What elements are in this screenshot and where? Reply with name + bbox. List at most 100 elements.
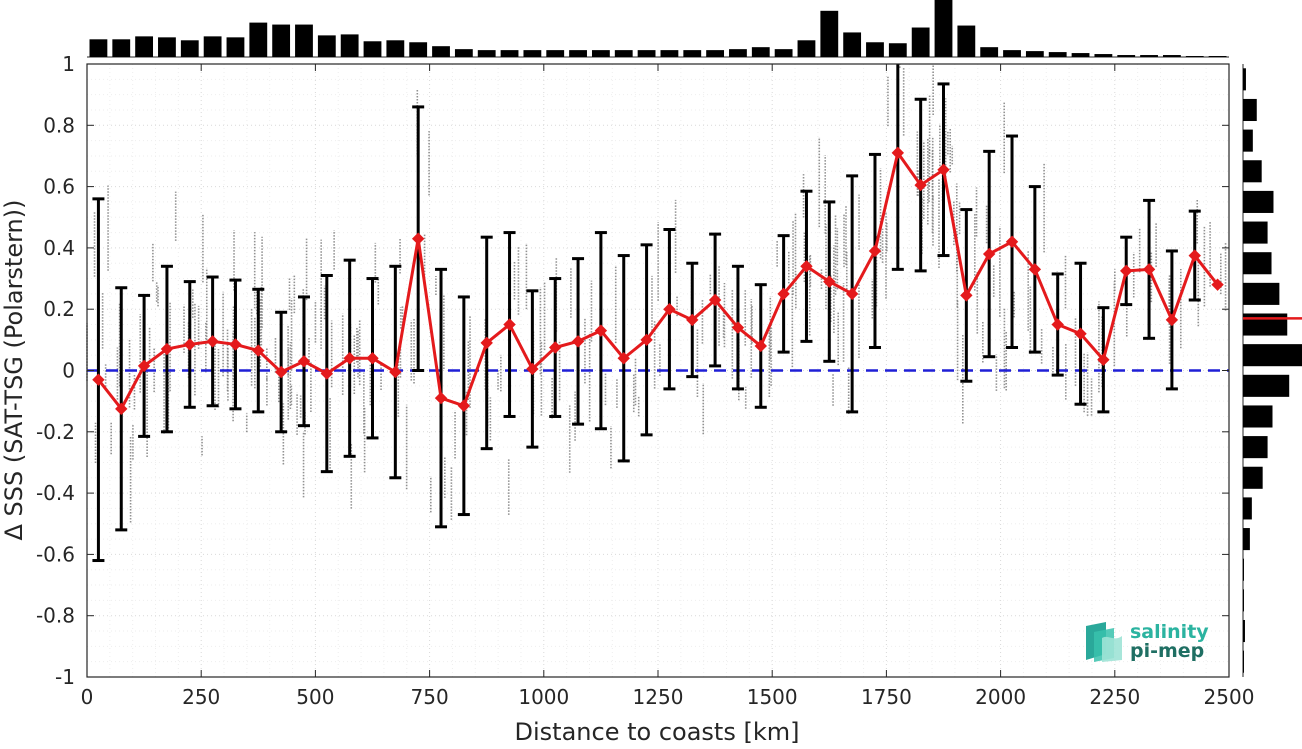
y-tick-label: 0 xyxy=(62,359,75,383)
x-tick-label: 2500 xyxy=(1204,685,1255,709)
top-histogram-bar xyxy=(888,43,907,57)
top-histogram-bar xyxy=(797,40,816,57)
top-histogram-bar xyxy=(409,42,428,57)
mean-point xyxy=(754,339,767,353)
mean-point xyxy=(320,367,334,380)
top-histogram-bar xyxy=(591,50,610,57)
mean-point xyxy=(434,391,448,405)
mean-point xyxy=(183,338,196,351)
mean-point xyxy=(1211,278,1224,291)
top-histogram xyxy=(87,0,1229,58)
x-tick-label: 1750 xyxy=(861,685,912,709)
top-histogram-bar xyxy=(135,36,154,57)
top-histogram-bar xyxy=(249,22,268,58)
top-histogram-bar xyxy=(637,50,656,57)
mean-point xyxy=(252,344,265,357)
mean-point xyxy=(1074,327,1087,340)
top-histogram-bar xyxy=(477,50,496,57)
mean-point xyxy=(137,359,151,373)
right-histogram-bar xyxy=(1243,558,1244,581)
top-histogram-bar xyxy=(957,25,976,57)
top-histogram-bar xyxy=(751,47,770,57)
y-tick-label: -0.8 xyxy=(36,604,75,628)
mean-point xyxy=(274,365,288,379)
mean-points xyxy=(92,146,1224,416)
right-histogram-bar xyxy=(1243,221,1268,244)
mean-point xyxy=(617,352,630,365)
top-histogram-bar xyxy=(203,36,222,57)
x-tick-label: 2000 xyxy=(975,685,1026,709)
y-tick-label: -1 xyxy=(55,665,75,689)
mean-point xyxy=(663,302,676,316)
mean-point xyxy=(914,178,927,192)
mean-point xyxy=(594,324,608,337)
mean-point xyxy=(800,260,813,273)
y-tick-label: 0.4 xyxy=(43,236,75,260)
y-axis-title: Δ SSS (SAT-TSG (Polarstern)) xyxy=(0,200,28,541)
top-histogram-bar xyxy=(1048,52,1067,57)
x-tick-label: 250 xyxy=(182,685,220,709)
mean-point xyxy=(937,163,950,176)
top-histogram-bar xyxy=(1003,50,1021,57)
top-histogram-bar xyxy=(569,50,587,57)
top-histogram-bar xyxy=(432,46,450,57)
mean-point xyxy=(1097,353,1110,366)
mean-point xyxy=(457,399,471,412)
mean-point xyxy=(708,293,722,307)
mean-point xyxy=(571,335,585,348)
top-histogram-bar xyxy=(706,50,725,57)
x-tick-label: 750 xyxy=(411,685,449,709)
top-histogram-bar xyxy=(317,35,336,57)
top-histogram-bar xyxy=(934,0,953,57)
top-histogram-bar xyxy=(180,40,199,57)
right-histogram-bar xyxy=(1243,313,1288,336)
top-histogram-bar xyxy=(363,41,382,57)
right-histogram-bar xyxy=(1243,190,1274,213)
top-histogram-bar xyxy=(546,50,565,57)
top-histogram-bar xyxy=(523,50,542,57)
right-histogram-bar xyxy=(1243,252,1272,275)
y-tick-label: 1 xyxy=(62,52,75,76)
top-histogram-bar xyxy=(820,10,839,57)
top-histogram-bar xyxy=(1025,51,1044,57)
x-tick-label: 2250 xyxy=(1089,685,1140,709)
top-histogram-bar xyxy=(1208,56,1227,57)
top-histogram-bar xyxy=(89,39,108,57)
y-tick-label: 0.8 xyxy=(43,113,75,137)
x-tick-label: 1000 xyxy=(518,685,569,709)
x-tick-label: 500 xyxy=(296,685,334,709)
mean-point xyxy=(206,335,219,348)
mean-point xyxy=(891,146,905,160)
mean-point xyxy=(343,352,356,365)
top-histogram-bar xyxy=(614,50,633,57)
x-axis-title: Distance to coasts [km] xyxy=(515,718,800,745)
right-histogram-bar xyxy=(1243,436,1268,459)
mean-point xyxy=(411,232,425,245)
right-histogram-bar xyxy=(1243,497,1252,520)
y-tick-label: -0.6 xyxy=(36,542,75,566)
right-histogram-bar xyxy=(1243,282,1280,305)
right-histogram-bar xyxy=(1243,98,1257,122)
x-tick-label: 1500 xyxy=(747,685,798,709)
mean-point xyxy=(982,247,996,261)
top-histogram-bar xyxy=(1117,55,1136,57)
mean-point xyxy=(640,333,653,347)
mean-point xyxy=(503,318,516,331)
top-histogram-bar xyxy=(112,39,131,57)
mean-point xyxy=(229,338,242,351)
logo-wave-icon xyxy=(1086,622,1122,662)
top-histogram-bar xyxy=(1185,56,1204,57)
y-tick-label: -0.4 xyxy=(36,481,75,505)
top-histogram-bar xyxy=(158,37,176,57)
top-histogram-bar xyxy=(226,37,245,57)
mean-point xyxy=(868,244,882,258)
mean-point xyxy=(1188,249,1201,262)
mean-point xyxy=(777,287,790,301)
right-histogram-bar xyxy=(1243,160,1262,183)
mean-point xyxy=(115,402,128,416)
right-histogram-bar xyxy=(1243,344,1302,367)
tick-labels: 0 250 500 750 1000 1250 1500 1750 2000 2250 2500 -1… xyxy=(36,52,1254,709)
top-histogram-bar xyxy=(660,50,679,57)
mean-point xyxy=(92,373,105,386)
